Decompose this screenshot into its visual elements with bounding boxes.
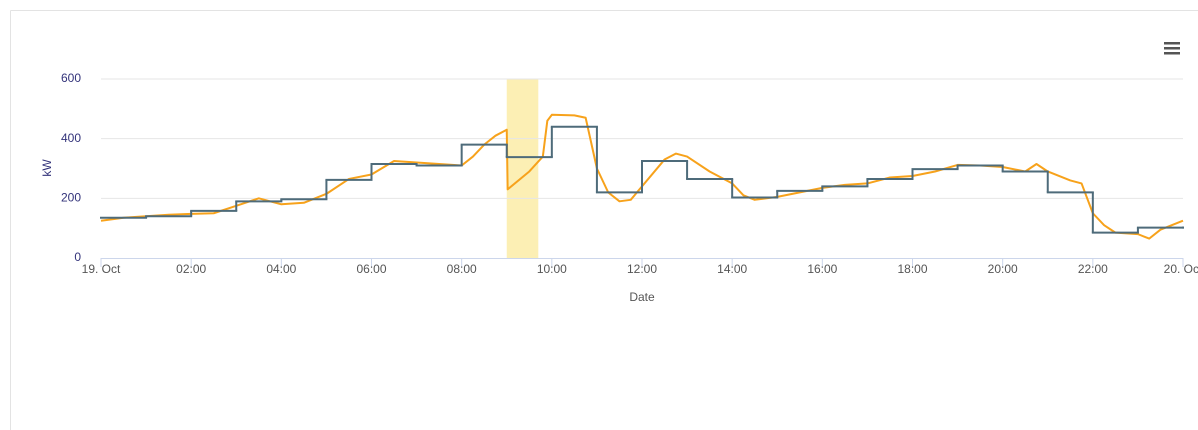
x-tick-label: 08:00 (447, 262, 477, 276)
y-tick-label: 600 (61, 71, 81, 85)
x-tick-label: 19. Oct (82, 262, 121, 276)
y-tick-label: 400 (61, 131, 81, 145)
x-tick-label: 16:00 (807, 262, 837, 276)
x-tick-label: 02:00 (176, 262, 206, 276)
x-axis-title: Date (629, 290, 655, 304)
menu-bar[interactable] (1164, 52, 1180, 55)
plot-band (506, 79, 539, 258)
menu-bar[interactable] (1164, 47, 1180, 50)
menu-button[interactable] (1164, 42, 1180, 55)
x-tick-label: 22:00 (1078, 262, 1108, 276)
y-tick-label: 0 (74, 250, 81, 264)
x-tick-label: 10:00 (537, 262, 567, 276)
line-series (100, 113, 1184, 240)
x-tick-label: 14:00 (717, 262, 747, 276)
x-tick-label: 18:00 (897, 262, 927, 276)
x-tick-label: 06:00 (356, 262, 386, 276)
x-tick-label: 12:00 (627, 262, 657, 276)
y-tick-label: 200 (61, 191, 81, 205)
step-series (100, 125, 1184, 234)
y-axis-title: kW (40, 159, 54, 177)
x-tick-label: 20:00 (988, 262, 1018, 276)
x-tick-label: 20. Oct (1164, 262, 1198, 276)
menu-bar[interactable] (1164, 42, 1180, 45)
x-tick-label: 04:00 (266, 262, 296, 276)
